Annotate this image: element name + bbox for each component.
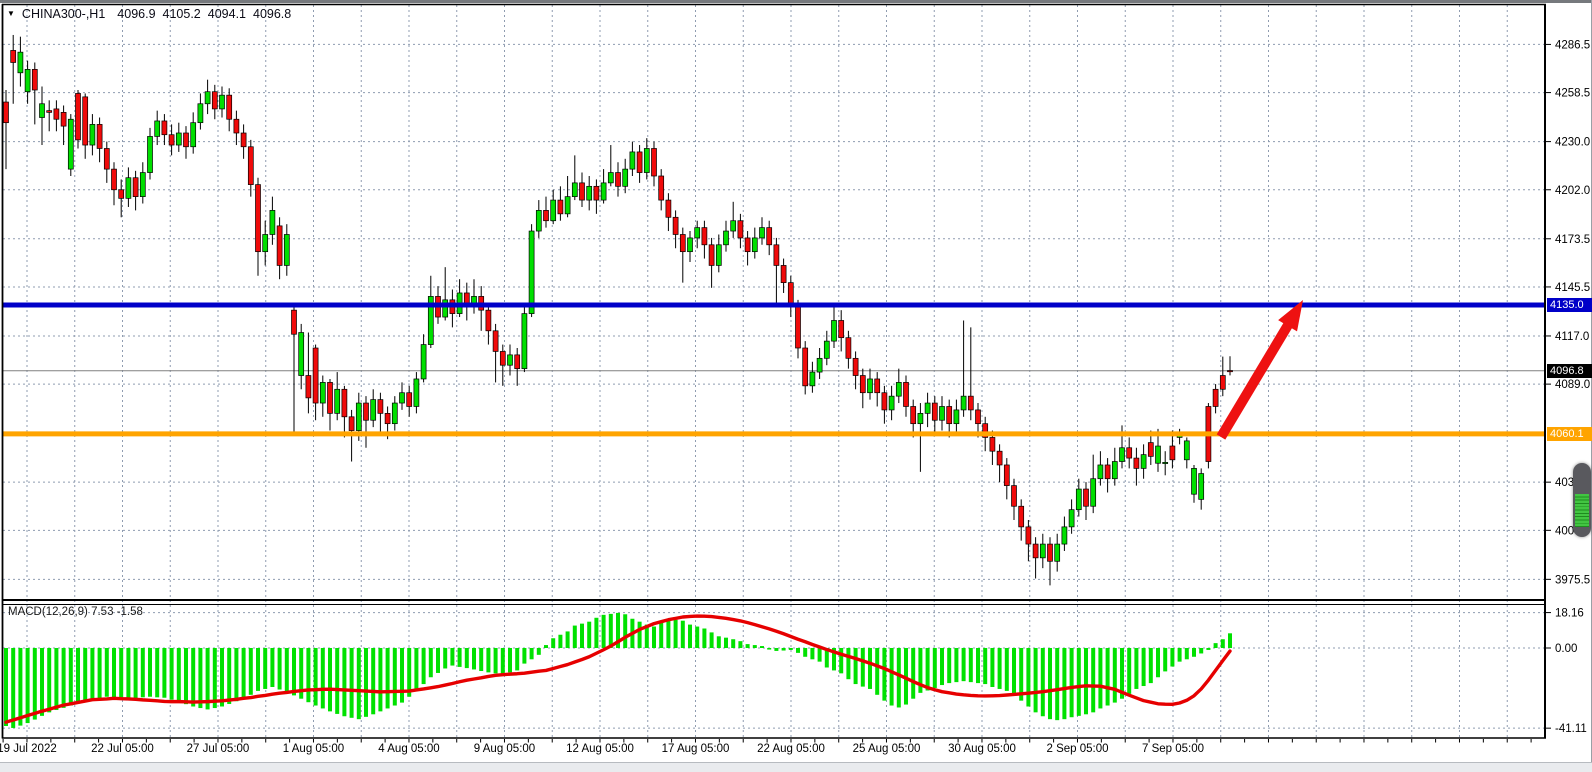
svg-text:4258.5: 4258.5 [1555, 88, 1590, 100]
gridlines [3, 5, 1544, 738]
svg-text:25 Aug 05:00: 25 Aug 05:00 [853, 743, 921, 755]
bid-price-tag: 4096.8 [1547, 363, 1592, 378]
macd-histogram [4, 612, 1232, 728]
scrollbar-thumb-stripes [1575, 494, 1589, 527]
chart-title: ▼ CHINA300-,H1 4096.9 4105.2 4094.1 4096.8 [7, 7, 298, 21]
svg-text:4 Aug 05:00: 4 Aug 05:00 [378, 743, 439, 755]
ohlc-close: 4096.8 [253, 7, 292, 21]
trend-arrow[interactable] [1216, 300, 1303, 440]
support-price-tag: 4060.1 [1547, 426, 1592, 441]
svg-text:27 Jul 05:00: 27 Jul 05:00 [187, 743, 250, 755]
symbol-dropdown-icon[interactable]: ▼ [7, 9, 15, 18]
svg-text:17 Aug 05:00: 17 Aug 05:00 [662, 743, 730, 755]
svg-text:4230.0: 4230.0 [1555, 137, 1590, 149]
svg-text:12 Aug 05:00: 12 Aug 05:00 [566, 743, 634, 755]
svg-text:9 Aug 05:00: 9 Aug 05:00 [474, 743, 535, 755]
svg-text:4089.0: 4089.0 [1555, 379, 1590, 391]
ohlc-low: 4094.1 [207, 7, 246, 21]
svg-text:4117.0: 4117.0 [1555, 331, 1589, 343]
window-bottom-strip [0, 762, 1592, 772]
resistance-price-tag: 4135.0 [1547, 298, 1592, 312]
svg-text:0.00: 0.00 [1555, 643, 1577, 655]
ohlc-open: 4096.9 [117, 7, 156, 21]
svg-text:1 Aug 05:00: 1 Aug 05:00 [283, 743, 344, 755]
macd-signal-line [4, 614, 1232, 724]
svg-text:22 Aug 05:00: 22 Aug 05:00 [757, 743, 825, 755]
candlesticks [3, 34, 1233, 586]
svg-text:-41.11: -41.11 [1555, 723, 1587, 735]
svg-text:4286.5: 4286.5 [1555, 39, 1590, 51]
svg-text:4173.5: 4173.5 [1555, 234, 1590, 246]
scrollbar-thumb[interactable] [1573, 463, 1591, 537]
svg-text:22 Jul 05:00: 22 Jul 05:00 [91, 743, 154, 755]
svg-text:18.16: 18.16 [1555, 608, 1584, 620]
svg-text:4202.0: 4202.0 [1555, 185, 1590, 197]
svg-text:2 Sep 05:00: 2 Sep 05:00 [1046, 743, 1108, 755]
time-axis[interactable] [2, 739, 1544, 761]
time-axis-labels: 19 Jul 2022 22 Jul 05:00 27 Jul 05:00 1 Aug… [0, 739, 1532, 755]
svg-text:7 Sep 05:00: 7 Sep 05:00 [1142, 743, 1204, 755]
symbol-period-label: CHINA300-,H1 [21, 7, 106, 21]
svg-text:4145.5: 4145.5 [1555, 282, 1590, 294]
panel-borders [1, 3, 1546, 739]
macd-indicator-label: MACD(12,26,9) 7.53 -1.58 [8, 606, 143, 618]
window-top-border [0, 0, 1592, 3]
price-axis-labels: 4286.5 4258.5 4230.0 4202.0 4173.5 4145.5 4117… [1546, 39, 1590, 735]
svg-text:19 Jul 2022: 19 Jul 2022 [0, 743, 57, 755]
svg-text:3975.5: 3975.5 [1555, 574, 1590, 586]
ohlc-high: 4105.2 [162, 7, 201, 21]
svg-text:30 Aug 05:00: 30 Aug 05:00 [948, 743, 1016, 755]
